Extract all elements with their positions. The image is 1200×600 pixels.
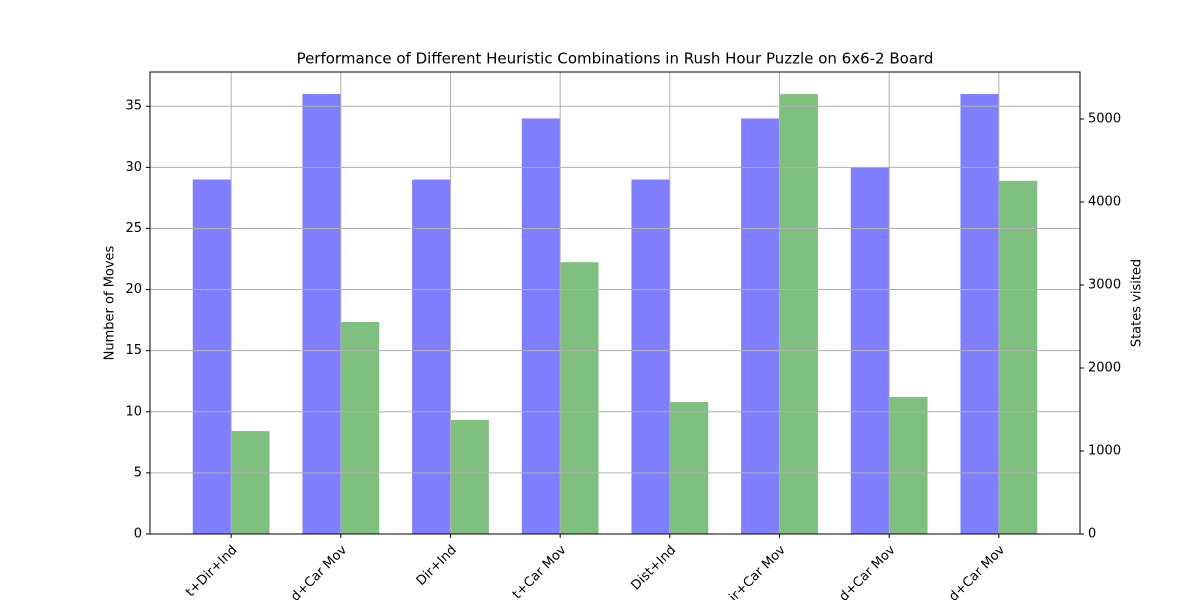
y2-tick-label: 3000 <box>1088 277 1121 292</box>
y2-tick-label: 0 <box>1088 527 1096 542</box>
x-tick-label: d+Car Mov <box>288 542 350 600</box>
y2-tick-label: 1000 <box>1088 443 1121 458</box>
bar <box>302 94 341 534</box>
x-tick-label: t+Dir+Ind <box>183 543 240 600</box>
x-tick-label: Dir+Ind <box>414 543 460 589</box>
y-tick-label: 35 <box>125 99 142 114</box>
y-tick-label: 15 <box>125 343 142 358</box>
bar <box>960 94 999 534</box>
bar <box>450 419 489 534</box>
x-tick-label: d+Car Mov <box>946 542 1008 600</box>
x-tick-label: d+Car Mov <box>837 542 899 600</box>
y-tick-label: 10 <box>125 404 142 419</box>
y-tick-label: 30 <box>125 160 142 175</box>
bar <box>192 179 232 535</box>
bar <box>631 179 670 535</box>
y2-axis-label: States visited <box>1130 259 1145 347</box>
bar <box>231 431 270 534</box>
bar <box>521 118 561 534</box>
y-tick-label: 5 <box>134 465 142 480</box>
plot-frame <box>149 71 1081 535</box>
bar <box>412 179 451 535</box>
y-tick-label: 0 <box>134 527 142 542</box>
bar <box>560 262 599 534</box>
bar <box>741 118 780 534</box>
x-tick-label: ir+Car Mov <box>726 542 789 600</box>
y2-tick-label: 5000 <box>1088 111 1121 126</box>
y-axis-label: Number of Moves <box>103 245 118 360</box>
bar <box>669 402 709 534</box>
x-tick-label: Dist+Ind <box>628 543 679 594</box>
y-tick-label: 20 <box>125 282 142 297</box>
bar <box>340 321 380 534</box>
y2-tick-label: 4000 <box>1088 194 1121 209</box>
bar <box>998 180 1038 534</box>
bar <box>779 94 818 535</box>
y2-tick-label: 2000 <box>1088 360 1121 375</box>
y-tick-label: 25 <box>125 221 142 236</box>
x-tick-label: t+Car Mov <box>510 542 570 600</box>
bar <box>889 397 928 534</box>
chart-title: Performance of Different Heuristic Combi… <box>297 50 934 68</box>
